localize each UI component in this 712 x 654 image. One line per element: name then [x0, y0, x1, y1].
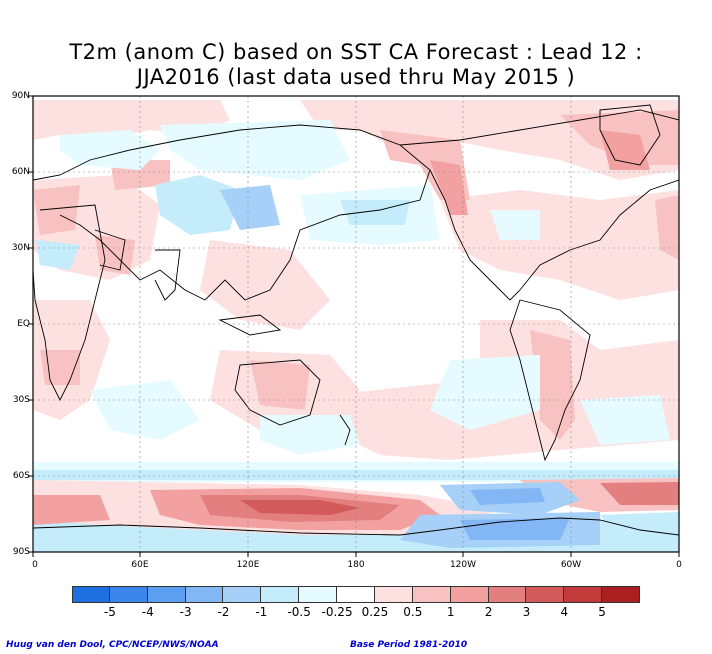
- legend-swatch: [450, 586, 489, 603]
- lon-label-120w: 120W: [449, 560, 477, 570]
- lon-label-120e: 120E: [236, 560, 260, 570]
- lat-label-60s: 60S: [12, 471, 30, 481]
- legend-swatch: [488, 586, 527, 603]
- legend-tick-label: 0.25: [361, 605, 389, 619]
- legend-tick-label: -1: [255, 605, 268, 619]
- legend-swatch: [412, 586, 451, 603]
- lon-label-60w: 60W: [560, 560, 582, 570]
- lon-label-60e: 60E: [131, 560, 149, 570]
- legend-swatch: [223, 586, 262, 603]
- legend-swatch: [602, 586, 640, 603]
- lat-label-90n: 90N: [11, 91, 30, 101]
- legend-tick-label: 5: [598, 605, 606, 619]
- legend-tick-label: -2: [217, 605, 230, 619]
- lon-label-180: 180: [347, 560, 365, 570]
- lon-label-0-right: 0: [676, 560, 682, 570]
- legend-swatch: [374, 586, 413, 603]
- legend-tick-label: 3: [522, 605, 531, 619]
- footer-base-period: Base Period 1981-2010: [350, 640, 468, 650]
- legend-swatch: [147, 586, 186, 603]
- legend-swatch: [185, 586, 224, 603]
- legend-tick-label: 1: [446, 605, 455, 619]
- footer-credit: Huug van den Dool, CPC/NCEP/NWS/NOAA: [6, 640, 219, 650]
- map-title-line1: T2m (anom C) based on SST CA Forecast : …: [69, 40, 643, 64]
- legend-tick-label: -3: [179, 605, 192, 619]
- lat-label-eq: EQ: [17, 319, 30, 329]
- legend-tick-label: -5: [103, 605, 116, 619]
- lat-label-60n: 60N: [11, 167, 30, 177]
- legend-swatch: [261, 586, 300, 603]
- lat-label-30s: 30S: [12, 395, 30, 405]
- legend-swatch: [109, 586, 148, 603]
- legend-swatch: [72, 586, 110, 603]
- legend-tick-label: -4: [141, 605, 154, 619]
- map-title-line2: JJA2016 (last data used thru May 2015 ): [136, 65, 576, 89]
- legend-swatch: [526, 586, 565, 603]
- legend-swatch: [337, 586, 375, 603]
- legend-tick-label: -0.5: [287, 605, 311, 619]
- lat-label-90s: 90S: [12, 547, 30, 557]
- legend-swatch: [564, 586, 603, 603]
- legend-tick-label: -0.25: [321, 605, 353, 619]
- legend-tick-label: 0.5: [403, 605, 423, 619]
- legend-swatch: [299, 586, 338, 603]
- lat-label-30n: 30N: [11, 243, 30, 253]
- legend-tick-label: 2: [484, 605, 493, 619]
- lon-label-0-left: 0: [32, 560, 38, 570]
- legend-tick-label: 4: [560, 605, 569, 619]
